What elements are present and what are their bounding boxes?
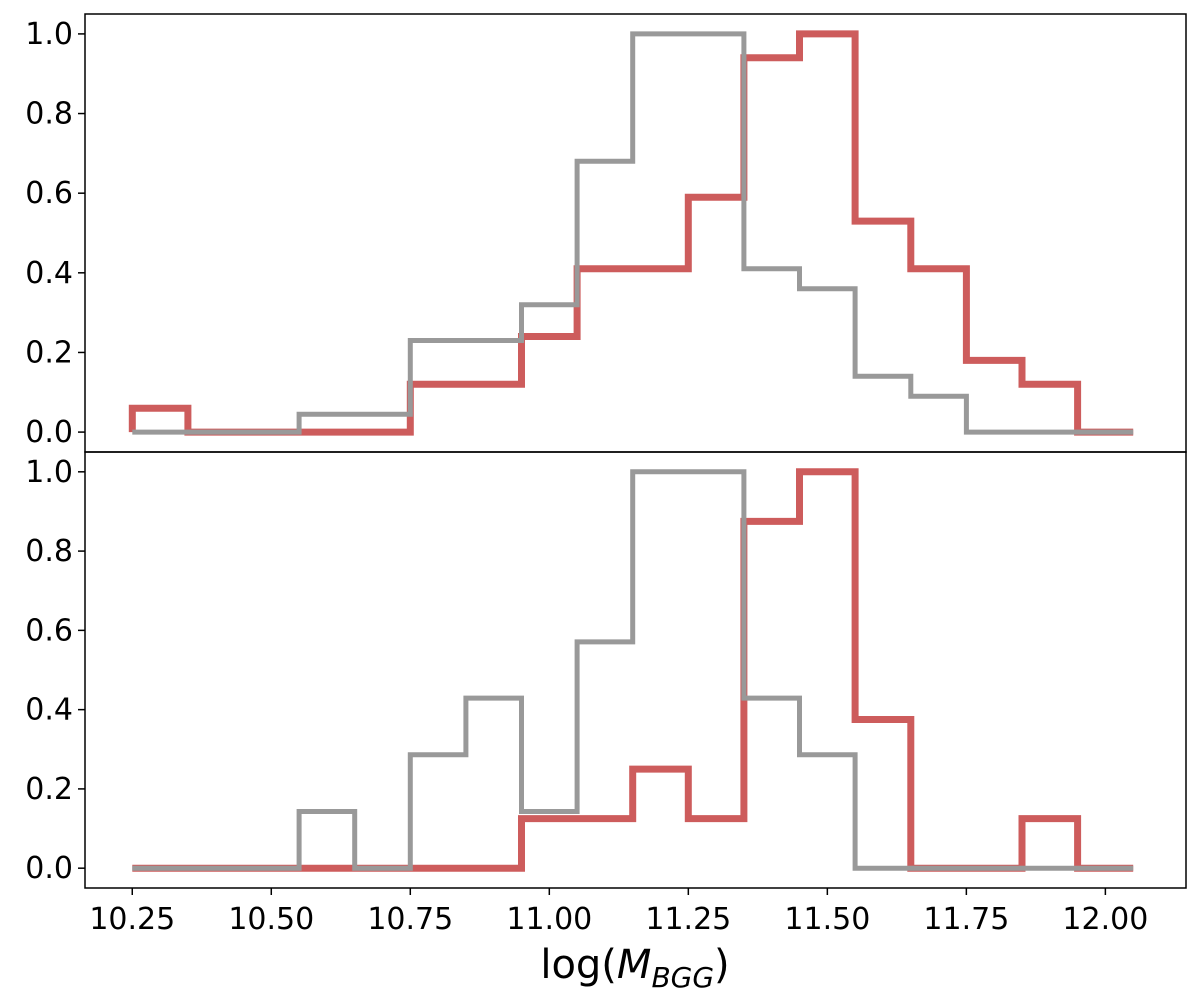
bottom-y-tick-label: 0.4: [25, 693, 73, 728]
top-panel-y-ticks: 0.0 0.2 0.4 0.6 0.8 1.0: [25, 17, 85, 450]
x-axis-label: log(MBGG): [540, 942, 729, 994]
bottom-y-tick-label: 1.0: [25, 455, 73, 490]
bottom-panel-series: [132, 468, 1134, 872]
top-y-tick-label: 0.6: [25, 176, 73, 211]
x-axis-label-prefix: log(: [540, 942, 617, 988]
bottom-y-tick-label: 0.0: [25, 851, 73, 886]
top-y-tick-label: 0.4: [25, 256, 73, 291]
bottom-y-tick-label: 0.8: [25, 534, 73, 569]
x-tick-label: 11.75: [923, 902, 1009, 937]
bottom-histogram-series-2: [132, 469, 1134, 871]
bottom-panel-y-ticks: 0.0 0.2 0.4 0.6 0.8 1.0: [25, 455, 85, 886]
bottom-y-tick-label: 0.6: [25, 613, 73, 648]
x-tick-label: 11.50: [784, 902, 870, 937]
top-y-tick-label: 1.0: [25, 17, 73, 52]
x-tick-label: 11.25: [645, 902, 731, 937]
top-y-tick-label: 0.2: [25, 335, 73, 370]
x-axis-label-close: ): [714, 942, 730, 988]
x-tick-label: 10.50: [228, 902, 314, 937]
bottom-panel-x-ticks: 10.25 10.50 10.75 11.00 11.25 11.50 11.75 12.00: [89, 888, 1148, 937]
x-tick-label: 10.25: [89, 902, 175, 937]
x-tick-label: 11.00: [506, 902, 592, 937]
top-panel-series: [128, 30, 1134, 436]
bottom-y-tick-label: 0.2: [25, 772, 73, 807]
x-axis-label-symbol: M: [617, 942, 652, 988]
top-histogram-series-1: [128, 30, 1134, 436]
top-y-tick-label: 0.0: [25, 415, 73, 450]
bottom-panel: 0.00.20.40.60.81.0 10.25 10.50 10.75 11.00 1…: [25, 451, 1187, 937]
top-histogram-series-2: [132, 31, 1134, 435]
x-tick-label: 10.75: [367, 902, 453, 937]
top-y-tick-label: 0.8: [25, 97, 73, 132]
top-panel: 0.0 0.2 0.4 0.6 0.8 1.0: [25, 13, 1187, 453]
bottom-panel-frame: [84, 451, 1187, 889]
x-axis-label-subscript: BGG: [651, 961, 714, 994]
x-tick-label: 12.00: [1062, 902, 1148, 937]
